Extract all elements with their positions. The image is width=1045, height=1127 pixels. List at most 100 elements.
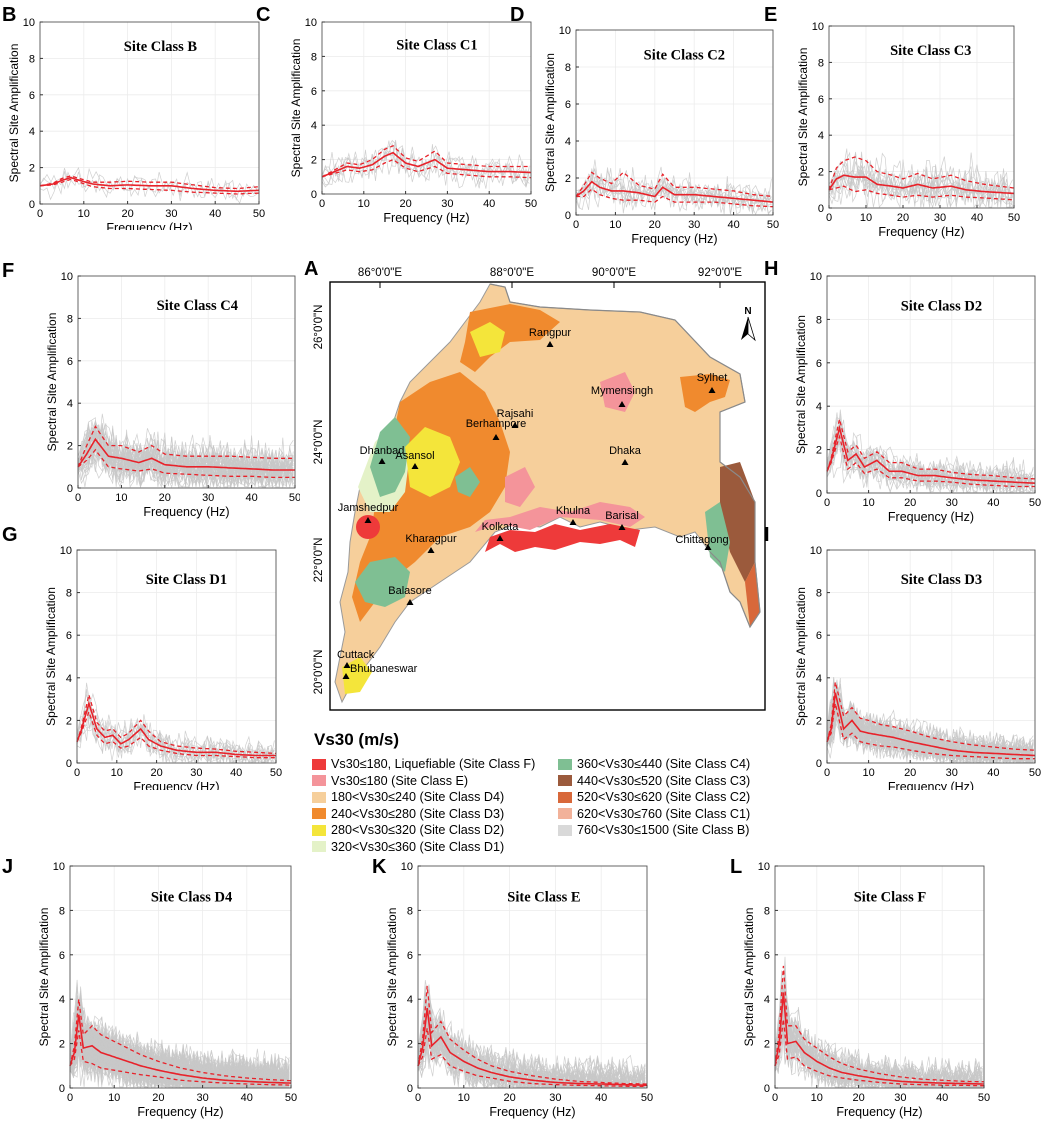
y-tick-label: 4: [816, 401, 822, 413]
series-median: [774, 992, 984, 1085]
x-tick-label: 50: [253, 208, 265, 220]
individual-records: [77, 413, 294, 489]
series-upper: [774, 965, 985, 1083]
y-tick-label: 0: [29, 199, 35, 211]
series-upper: [77, 425, 295, 468]
map-lat-tick: 20°0'0"N: [313, 650, 325, 695]
city-label: Jamshedpur: [338, 502, 399, 514]
map-jamshedpur-f-zone: [356, 515, 380, 539]
legend-item: Vs30≤180 (Site Class E): [312, 773, 535, 790]
individual-records: [321, 139, 530, 189]
y-tick-label: 4: [816, 673, 822, 685]
axes-frame: [826, 275, 1036, 494]
record-curve: [826, 425, 1034, 493]
map-chittagong-c4: [705, 502, 730, 572]
map-chittagong-c3: [720, 462, 755, 582]
legend-col-right: 360<Vs30≤440 (Site Class C4) 440<Vs30≤520…: [558, 756, 750, 839]
legend-item: 360<Vs30≤440 (Site Class C4): [558, 756, 750, 773]
x-tick-label: 10: [862, 767, 874, 779]
y-tick-label: 8: [66, 588, 72, 600]
individual-records: [826, 409, 1034, 494]
city-label: Sylhet: [697, 372, 728, 384]
x-tick-label: 10: [458, 1092, 470, 1104]
city-marker-icon: [546, 341, 554, 347]
x-tick-label: 30: [549, 1092, 561, 1104]
series-upper: [828, 156, 1015, 191]
x-tick-label: 30: [202, 492, 214, 504]
series-lower: [826, 703, 1035, 760]
y-tick-label: 4: [59, 994, 65, 1006]
y-tick-label: 0: [764, 1083, 770, 1095]
record-curve: [321, 139, 530, 189]
x-tick-label: 50: [767, 219, 779, 231]
legend-col-left: Vs30≤180, Liquefiable (Site Class F) Vs30…: [312, 756, 535, 855]
individual-records: [69, 979, 290, 1089]
x-tick-label: 40: [209, 208, 221, 220]
y-tick-label: 8: [816, 314, 822, 326]
city-label: Dhaka: [609, 445, 642, 457]
chart-site-class-c1: 0 10 20 30 40 50 0 2 4 6 8 10 Frequency (Hz) Spectral…: [289, 17, 537, 225]
legend-label: 360<Vs30≤440 (Site Class C4): [577, 757, 751, 772]
city-label: Berhampore: [466, 418, 527, 430]
city-marker-icon: [618, 401, 626, 407]
city-marker-icon: [492, 434, 500, 440]
panel-letter-c: C: [256, 4, 271, 26]
x-axis-label: Frequency (Hz): [489, 1105, 575, 1119]
map-sundarban-coast: [485, 524, 640, 552]
city-marker-icon: [406, 599, 414, 605]
series-upper: [76, 694, 277, 755]
city-label: Chittagong: [675, 534, 728, 546]
legend-swatch: [312, 808, 326, 820]
x-axis-label: Frequency (Hz): [836, 1105, 922, 1119]
y-tick-label: 10: [61, 271, 73, 283]
map-lat-tick: 24°0'0"N: [313, 420, 325, 465]
series-lower: [774, 1019, 985, 1087]
panel-letter-l: L: [730, 856, 743, 878]
record-curve: [575, 159, 772, 215]
legend-label: 240<Vs30≤280 (Site Class D3): [331, 806, 505, 821]
x-tick-label: 40: [230, 767, 242, 779]
record-curve: [828, 168, 1013, 201]
record-curve: [575, 168, 772, 213]
record-curve: [826, 697, 1034, 764]
x-tick-label: 40: [245, 492, 257, 504]
legend-label: 520<Vs30≤620 (Site Class C2): [577, 790, 751, 805]
y-tick-label: 10: [810, 271, 822, 283]
y-tick-label: 2: [764, 1039, 770, 1051]
legend-swatch: [558, 824, 572, 836]
x-tick-label: 20: [399, 198, 411, 210]
record-curve: [417, 1020, 646, 1089]
y-tick-label: 2: [59, 1039, 65, 1051]
legend-swatch: [558, 791, 572, 803]
y-tick-label: 10: [60, 545, 72, 557]
axes-frame: [417, 865, 648, 1089]
x-tick-label: 20: [897, 212, 909, 224]
legend-item: Vs30≤180, Liquefiable (Site Class F): [312, 756, 535, 773]
x-tick-label: 10: [108, 1092, 120, 1104]
record-curve: [321, 142, 530, 186]
y-tick-label: 6: [66, 630, 72, 642]
y-tick-label: 6: [818, 94, 824, 106]
legend-item: 760<Vs30≤1500 (Site Class B): [558, 822, 750, 839]
record-curve: [77, 423, 294, 488]
city-label: Kharagpur: [405, 533, 457, 545]
chart-title: Site Class C4: [157, 298, 238, 314]
map-d2-west: [405, 427, 460, 497]
series-upper: [39, 175, 260, 190]
x-axis-label: Frequency (Hz): [143, 505, 229, 519]
y-tick-label: 6: [311, 86, 317, 98]
map-e-rajsahi: [505, 467, 535, 507]
record-curve: [77, 420, 294, 487]
chart-site-class-e: 0 10 20 30 40 50 0 2 4 6 8 10 Frequency (Hz) Spectral…: [385, 861, 653, 1119]
map-d2-south: [342, 657, 372, 694]
record-curve: [575, 167, 772, 209]
record-curve: [321, 145, 530, 189]
x-axis-label: Frequency (Hz): [631, 232, 717, 246]
y-tick-label: 4: [311, 120, 317, 132]
chart-title: Site Class D2: [901, 299, 982, 315]
y-tick-label: 8: [59, 905, 65, 917]
chart-site-class-d4: 0 10 20 30 40 50 0 2 4 6 8 10 Frequency (Hz) Spectral…: [37, 861, 297, 1119]
series-median: [69, 1014, 292, 1084]
city-marker-icon: [621, 459, 629, 465]
x-axis-label: Frequency (Hz): [888, 510, 974, 524]
